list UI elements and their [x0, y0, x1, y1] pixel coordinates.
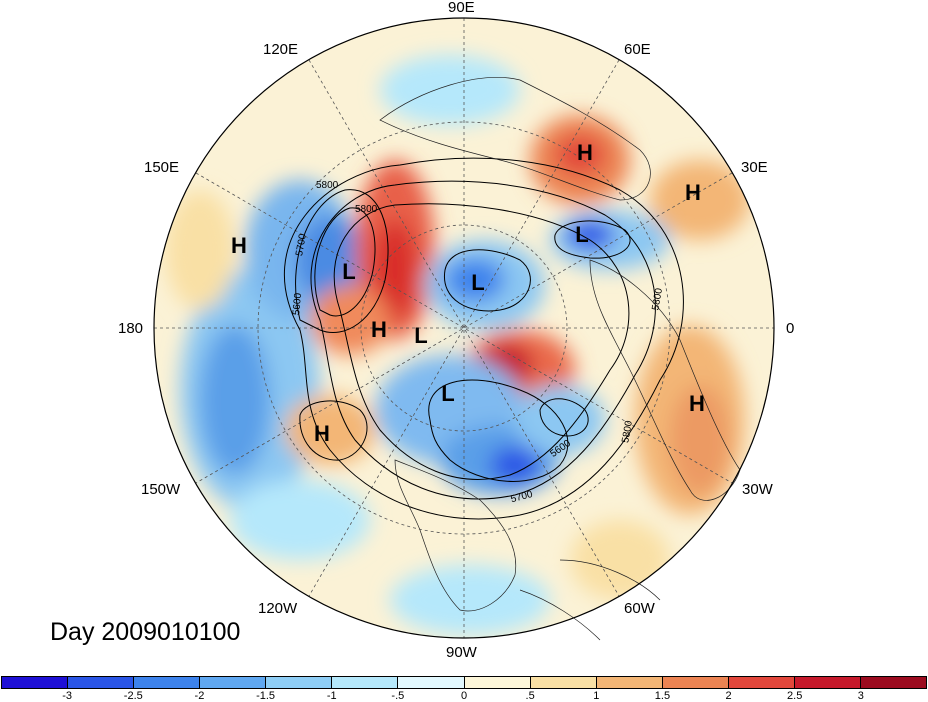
colorbar-cell	[794, 677, 862, 688]
colorbar	[1, 676, 927, 689]
colorbar-tick-label: -2.5	[123, 690, 143, 702]
high-pressure-marker: H	[685, 180, 701, 205]
colorbar-cell	[68, 677, 135, 688]
high-pressure-marker: H	[314, 421, 330, 446]
contour-label: 5800	[620, 420, 635, 444]
contour-label: 5700	[294, 233, 309, 257]
lon-label-30w: 30W	[742, 481, 773, 498]
colorbar-cell	[728, 677, 795, 688]
lon-label-120w: 120W	[258, 600, 298, 617]
lon-label-60w: 60W	[624, 600, 655, 617]
graticule	[154, 18, 774, 638]
low-pressure-marker: L	[441, 381, 455, 406]
contour-label: 5800	[355, 204, 378, 215]
lon-label-90w: 90W	[446, 644, 477, 661]
lon-label-150w: 150W	[141, 481, 181, 498]
low-pressure-marker: L	[575, 222, 589, 247]
day-title: Day 2009010100	[50, 618, 241, 646]
colorbar-tick-label: -3	[62, 690, 73, 702]
lon-label-30e: 30E	[741, 159, 768, 176]
colorbar-tick-label: -1	[326, 690, 337, 702]
colorbar-tick-label: 2	[725, 690, 732, 702]
map-border	[153, 17, 775, 639]
colorbar-tick-label: 0	[460, 690, 468, 702]
colorbar-cell	[530, 677, 597, 688]
colorbar-cell	[861, 677, 927, 688]
colorbar-cell	[332, 677, 399, 688]
contour-label: 5600	[291, 292, 304, 316]
high-pressure-marker: H	[689, 391, 705, 416]
colorbar-cell	[134, 677, 201, 688]
colorbar-tick-label: -2	[194, 690, 205, 702]
colorbar-tick-label: 1	[593, 690, 600, 702]
colorbar-cell	[200, 677, 267, 688]
contour-label: 5800	[650, 287, 665, 311]
colorbar-tick-label: 1.5	[654, 690, 671, 702]
colorbar-cell	[398, 677, 465, 688]
colorbar-tick-label: 3	[857, 690, 864, 702]
lon-label-60e: 60E	[624, 41, 651, 58]
colorbar-cell	[266, 677, 333, 688]
low-pressure-marker: L	[342, 259, 356, 284]
colorbar-tick-label: -.5	[391, 690, 405, 702]
high-pressure-marker: H	[231, 233, 247, 258]
lon-label-0: 0	[786, 320, 795, 337]
coastlines	[379, 77, 741, 641]
lon-label-120e: 120E	[263, 41, 299, 58]
colorbar-cell	[596, 677, 663, 688]
colorbar-cell	[2, 677, 69, 688]
contour-label: 5800	[316, 180, 339, 191]
lon-label-180: 180	[118, 320, 144, 337]
colorbar-tick-label: .5	[525, 690, 535, 702]
lon-label-150e: 150E	[144, 159, 180, 176]
high-pressure-marker: H	[371, 317, 387, 342]
low-pressure-marker: L	[471, 270, 485, 295]
colorbar-tick-label: -1.5	[256, 690, 276, 702]
colorbar-cell	[662, 677, 729, 688]
lon-label-90e: 90E	[448, 0, 475, 16]
colorbar-cell	[464, 677, 531, 688]
high-pressure-marker: H	[577, 140, 593, 165]
height-contours	[283, 157, 684, 520]
colorbar-tick-label: 2.5	[787, 690, 803, 702]
low-pressure-marker: L	[414, 323, 428, 348]
